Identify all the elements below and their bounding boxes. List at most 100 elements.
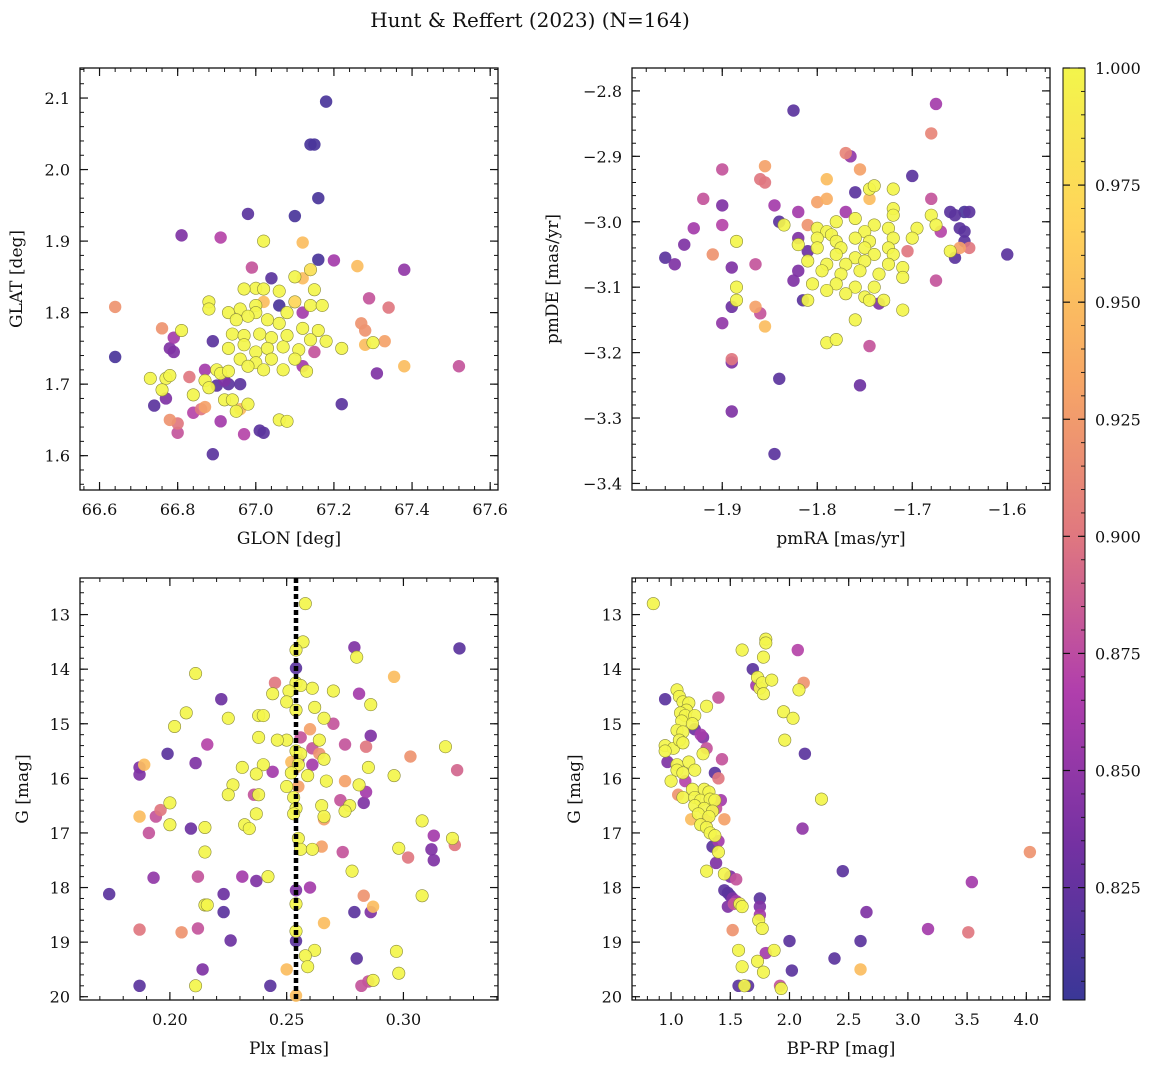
data-point — [319, 334, 333, 348]
data-point — [317, 752, 331, 766]
data-point — [943, 244, 957, 258]
data-point — [266, 765, 279, 779]
data-point — [217, 887, 230, 901]
y-tick-label: 16 — [602, 769, 622, 788]
data-point — [811, 195, 824, 209]
y-tick-label: 2.1 — [45, 89, 70, 108]
data-point — [756, 965, 770, 979]
data-point — [233, 377, 247, 391]
y-tick-label: 15 — [50, 715, 70, 734]
data-point — [796, 822, 809, 835]
data-point — [768, 199, 781, 212]
y-tick-label: −3.3 — [583, 409, 622, 428]
data-point — [338, 738, 352, 751]
data-point — [138, 758, 151, 771]
data-point — [820, 283, 834, 297]
data-point — [280, 329, 294, 343]
data-point — [335, 397, 348, 411]
data-point — [708, 829, 722, 843]
data-point — [867, 179, 881, 193]
data-point — [387, 769, 401, 783]
data-point — [175, 926, 188, 939]
data-point — [725, 352, 738, 366]
data-point — [257, 363, 271, 377]
data-point — [685, 717, 699, 731]
data-point — [755, 921, 769, 935]
data-point — [296, 321, 310, 335]
data-point — [858, 241, 872, 255]
data-point — [415, 814, 429, 828]
data-point — [242, 822, 256, 836]
data-point — [712, 772, 725, 785]
data-point — [202, 302, 216, 316]
data-point — [867, 218, 881, 232]
sky-position-panel: 66.6 66.8 67.0 67.2 67.4 67.6 1.6 1.7 1.8 1.9 2.0 2… — [7, 67, 508, 549]
proper-motion-panel: −1.9 −1.8 −1.7 −1.6 −3.4 −3.3 −3.2 −3.1 −3.0 −2.9… — [543, 67, 1051, 549]
data-point — [312, 253, 325, 266]
data-point — [327, 254, 341, 267]
y-tick-label: 18 — [50, 879, 70, 898]
data-point — [280, 695, 294, 709]
data-point — [214, 415, 227, 428]
data-point — [711, 845, 725, 859]
data-point — [828, 952, 841, 965]
data-point — [863, 192, 876, 206]
data-point — [815, 264, 829, 278]
data-point — [215, 692, 228, 706]
data-point — [829, 333, 843, 347]
data-point — [700, 864, 714, 878]
x-tick-label: 67.0 — [238, 500, 274, 519]
data-point — [308, 700, 322, 714]
data-point — [751, 954, 765, 968]
data-point — [288, 295, 302, 309]
data-point — [261, 313, 275, 327]
x-tick-label: 67.4 — [394, 500, 430, 519]
data-point — [235, 760, 249, 774]
data-point — [829, 215, 843, 229]
data-point — [280, 780, 294, 794]
data-point — [658, 692, 672, 706]
data-point — [147, 871, 160, 884]
data-point — [676, 790, 690, 804]
data-point — [198, 400, 212, 414]
x-tick-label: 3.5 — [954, 1010, 979, 1029]
data-point — [777, 218, 791, 232]
data-point — [848, 280, 862, 294]
y-tick-label: 16 — [50, 769, 70, 788]
data-point — [245, 261, 259, 274]
y-tick-label: 20 — [50, 988, 70, 1007]
data-point — [921, 922, 935, 936]
data-point — [758, 320, 772, 333]
y-tick-label: 1.6 — [45, 447, 70, 466]
data-point — [398, 263, 411, 276]
data-point — [712, 691, 725, 704]
y-tick-label: 14 — [602, 660, 622, 679]
data-point — [725, 405, 738, 418]
data-point — [348, 641, 361, 654]
data-point — [862, 293, 876, 307]
data-point — [257, 426, 270, 439]
data-point — [749, 258, 762, 271]
data-point — [108, 350, 122, 364]
data-point — [198, 363, 212, 377]
data-point — [253, 327, 267, 341]
data-point — [315, 298, 329, 312]
data-point — [382, 301, 395, 314]
data-point — [392, 966, 406, 980]
data-point — [155, 383, 169, 397]
data-point — [729, 293, 743, 307]
data-point — [664, 774, 678, 788]
colorbar-ticks: 0.825 0.850 0.875 0.900 0.925 0.950 0.975 1.000 — [1063, 59, 1141, 982]
x-tick-label: 67.2 — [316, 500, 352, 519]
data-point — [268, 676, 282, 690]
x-tick-label: 1.0 — [658, 1010, 683, 1029]
data-point — [133, 768, 146, 781]
data-point — [706, 248, 719, 261]
data-point — [445, 831, 459, 845]
data-point — [836, 864, 849, 878]
data-point — [829, 247, 843, 261]
data-point — [133, 923, 146, 936]
data-point — [319, 774, 333, 788]
data-point — [860, 905, 873, 919]
data-point — [848, 313, 862, 327]
